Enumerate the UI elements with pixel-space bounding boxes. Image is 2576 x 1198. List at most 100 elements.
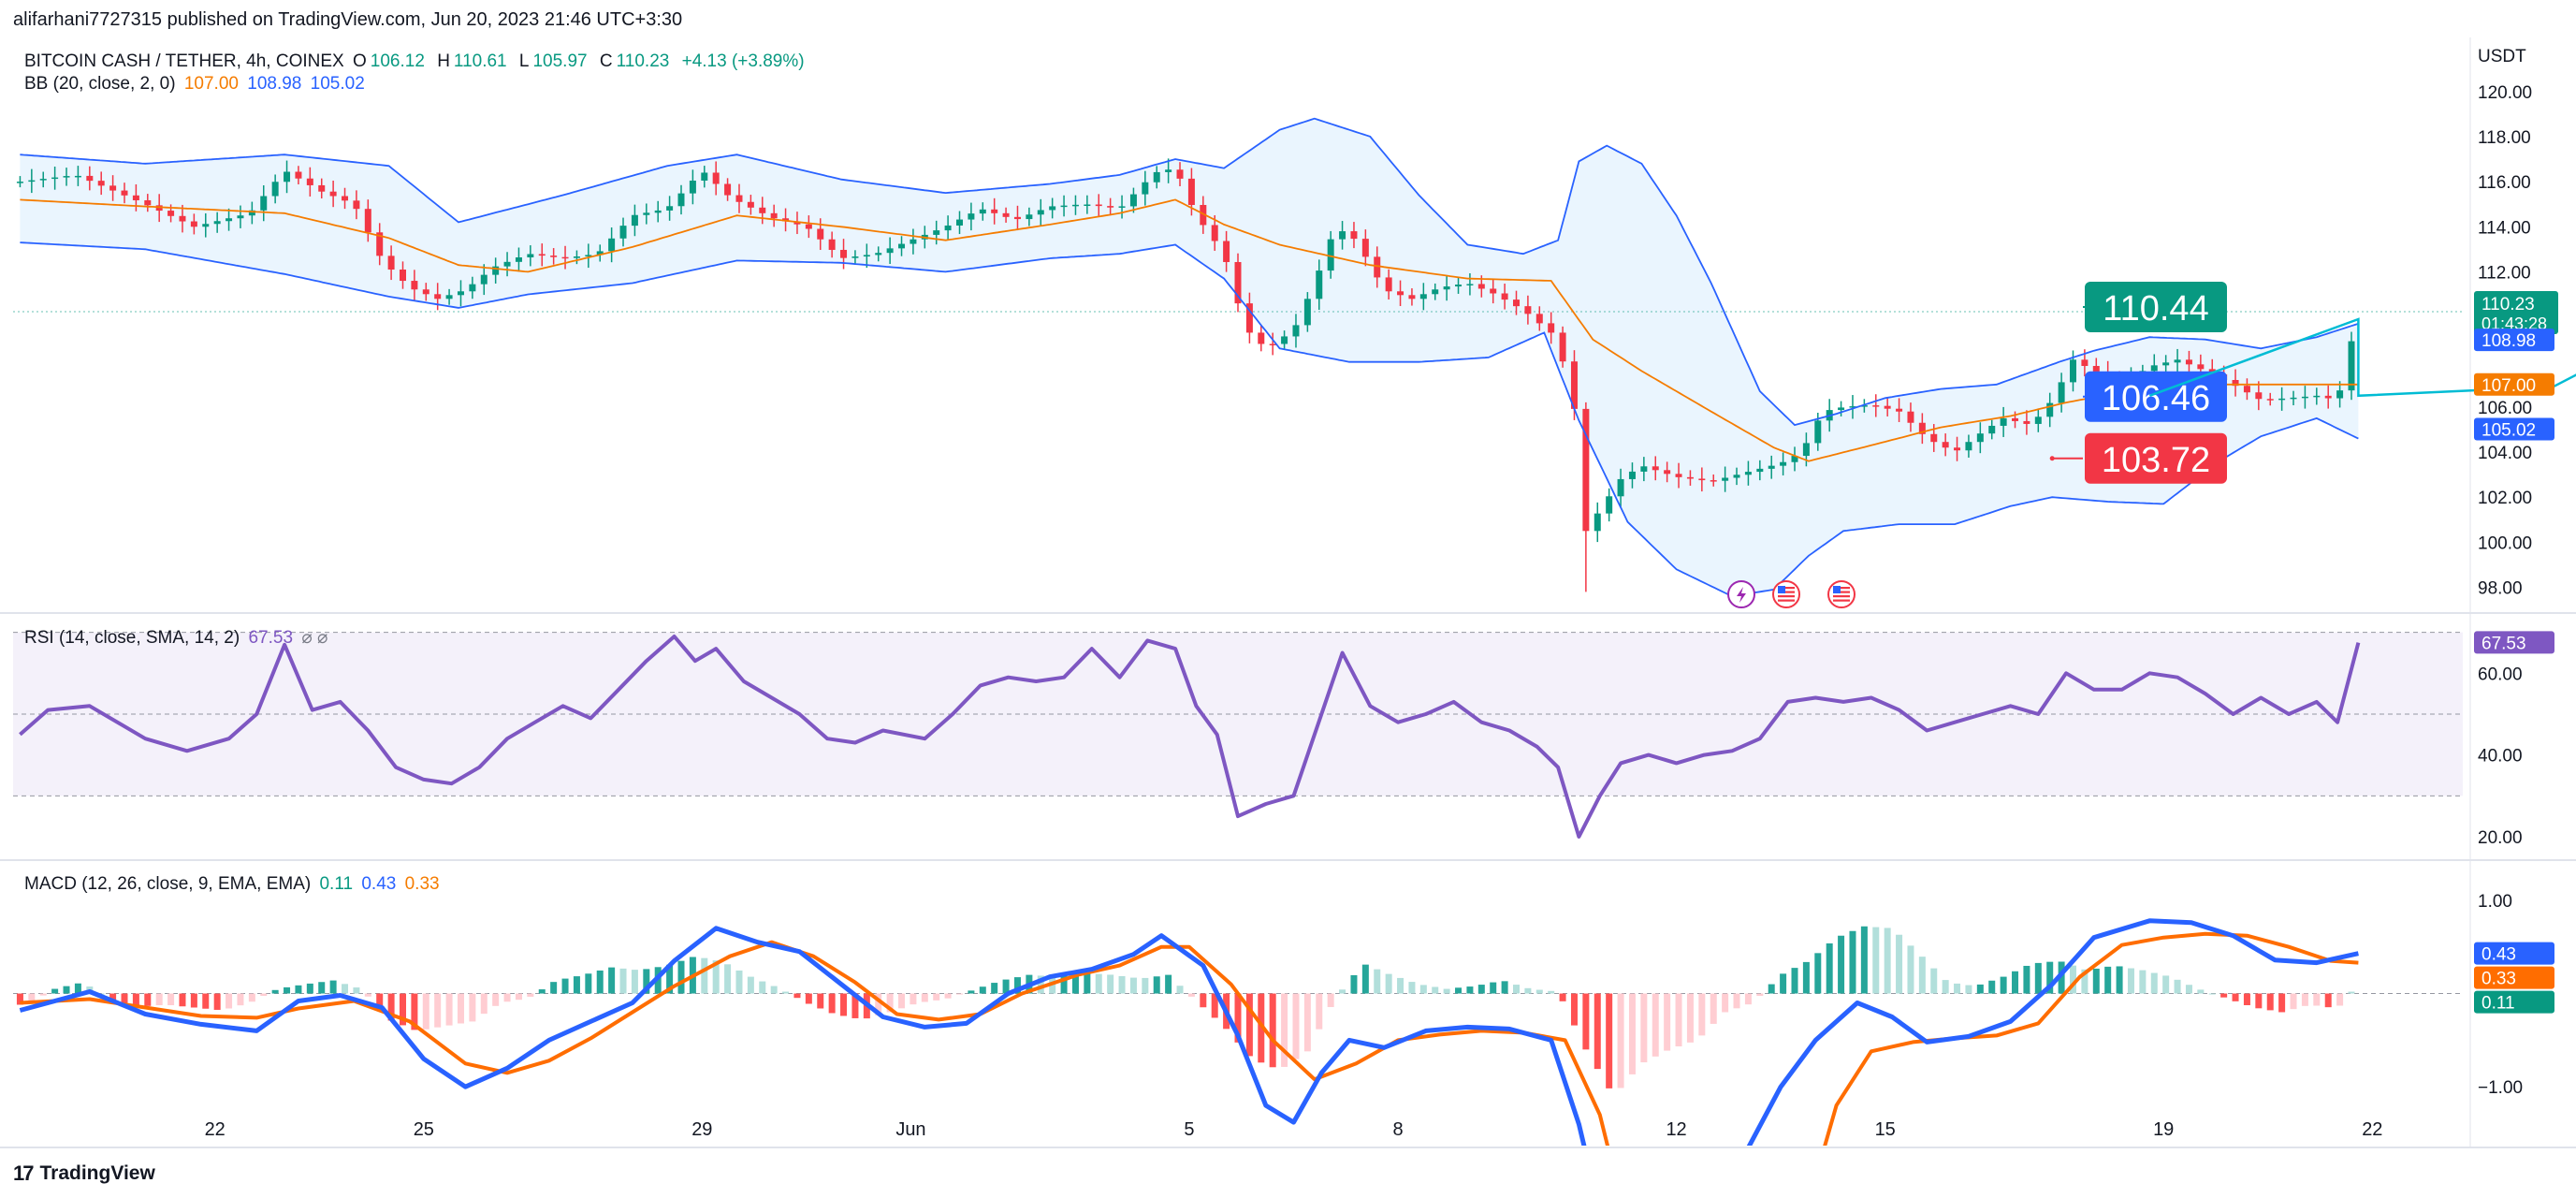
macd-hist-bar [1988, 980, 1996, 994]
macd-hist-bar [1686, 993, 1694, 1043]
candle [39, 171, 47, 188]
candle [1408, 288, 1416, 306]
macd-hist-bar [295, 985, 302, 994]
macd-hist-bar [1814, 953, 1822, 994]
candle [2301, 386, 2308, 409]
candle-body [1918, 422, 1926, 434]
rsi-hidden-icons[interactable]: ⌀ ⌀ [301, 628, 328, 648]
candle-body [2243, 386, 2250, 393]
candle [585, 243, 592, 269]
macd-hist-bar [1245, 993, 1253, 1057]
candle [1374, 246, 1381, 288]
macd-hist-bar [735, 970, 743, 994]
macd-hist-bar [179, 993, 186, 1007]
bb-tag-108.98-text: 108.98 [2481, 331, 2536, 351]
macd-hist-bar [364, 993, 371, 997]
macd-hist-bar [1652, 993, 1659, 1057]
candle-body [1176, 169, 1184, 179]
macd-hist-bar [1071, 973, 1079, 994]
candle [1652, 456, 1659, 481]
candle-body [1640, 466, 1648, 472]
candle-body [74, 175, 81, 178]
candle [2232, 369, 2239, 397]
macd-hist-bar [631, 970, 638, 994]
candle-body [677, 193, 685, 207]
candle [1071, 195, 1079, 215]
candle-body [39, 179, 47, 181]
candle-body [190, 221, 197, 227]
candle-body [2290, 397, 2297, 400]
macd-hist-bar [851, 993, 859, 1018]
candle [63, 168, 70, 186]
ohlc-close: C 110.23 [599, 51, 670, 71]
candle-body [1954, 447, 1961, 451]
candle-body [538, 254, 546, 256]
candle [329, 181, 337, 208]
tradingview-logo[interactable]: 17 TradingView [13, 1161, 155, 1186]
macd-hist-bar [1443, 988, 1450, 994]
candle-body [1884, 405, 1891, 409]
macd-hist-bar [318, 982, 326, 994]
macd-label[interactable]: MACD (12, 26, close, 9, EMA, EMA) [24, 874, 312, 894]
candle [677, 184, 685, 215]
candle-body [1780, 461, 1787, 466]
rsi-label[interactable]: RSI (14, close, SMA, 14, 2) [24, 628, 240, 648]
symbol-title[interactable]: BITCOIN CASH / TETHER, 4h, COINEX [24, 51, 344, 71]
candle-body [445, 295, 453, 300]
candle [1339, 221, 1346, 250]
candle [1129, 187, 1137, 213]
macd-hist-bar [1802, 961, 1810, 994]
macd-hist-bar [1513, 985, 1520, 994]
candle [1385, 269, 1392, 300]
candle [1490, 278, 1497, 304]
candle-body [1477, 284, 1485, 289]
macd-hist-bar [1002, 979, 1010, 994]
candle-body [1907, 411, 1914, 423]
candle [1849, 395, 1856, 419]
candle-body [2058, 382, 2065, 403]
macd-hist-bar [1524, 987, 1532, 994]
candle [260, 185, 268, 222]
macd-hist-bar [1466, 986, 1474, 994]
candle-body [2336, 390, 2344, 399]
macd-hist-bar [1838, 935, 1845, 994]
candle-body [1361, 239, 1369, 257]
candle-body [86, 175, 94, 182]
candle-body [2046, 402, 2054, 417]
candle [724, 178, 732, 201]
macd-hist-bar [2336, 993, 2344, 1006]
macd-hist-bar [457, 993, 464, 1024]
macd-hist-bar [1269, 993, 1276, 1068]
macd-hist-bar [1930, 968, 1938, 994]
candle-body [1013, 216, 1021, 220]
candle-body [342, 196, 349, 201]
macd-hist-bar [1872, 927, 1880, 994]
macd-hist-bar [1013, 977, 1021, 994]
macd-tag-0.43-bg [2474, 942, 2554, 965]
time-tick-label: 5 [1184, 1119, 1194, 1140]
candle-body [770, 212, 778, 219]
candle [1524, 295, 1532, 325]
candle [1419, 283, 1427, 311]
candle-body [469, 284, 476, 292]
macd-line-value: 0.43 [361, 874, 397, 894]
bb-label[interactable]: BB (20, close, 2, 0) [24, 74, 176, 94]
candle-body [1744, 472, 1752, 475]
candle-body [167, 211, 175, 216]
rsi-tick-label: 60.00 [2478, 665, 2523, 684]
macd-hist-bar [1176, 986, 1184, 994]
candle [1617, 468, 1624, 507]
candle [1211, 214, 1218, 251]
macd-hist-bar [1559, 993, 1566, 1001]
macd-hist-bar [411, 993, 418, 1030]
candle [1860, 399, 1868, 413]
macd-hist-bar [144, 993, 152, 1006]
candle [527, 245, 534, 267]
ohlc-change: +4.13 (+3.89%) [681, 51, 805, 71]
macd-tag-0.43: 0.43 [2474, 942, 2554, 965]
candle [376, 223, 384, 266]
candle-body [1548, 323, 1555, 333]
macd-hist-bar [2092, 968, 2100, 994]
candle [654, 200, 662, 223]
